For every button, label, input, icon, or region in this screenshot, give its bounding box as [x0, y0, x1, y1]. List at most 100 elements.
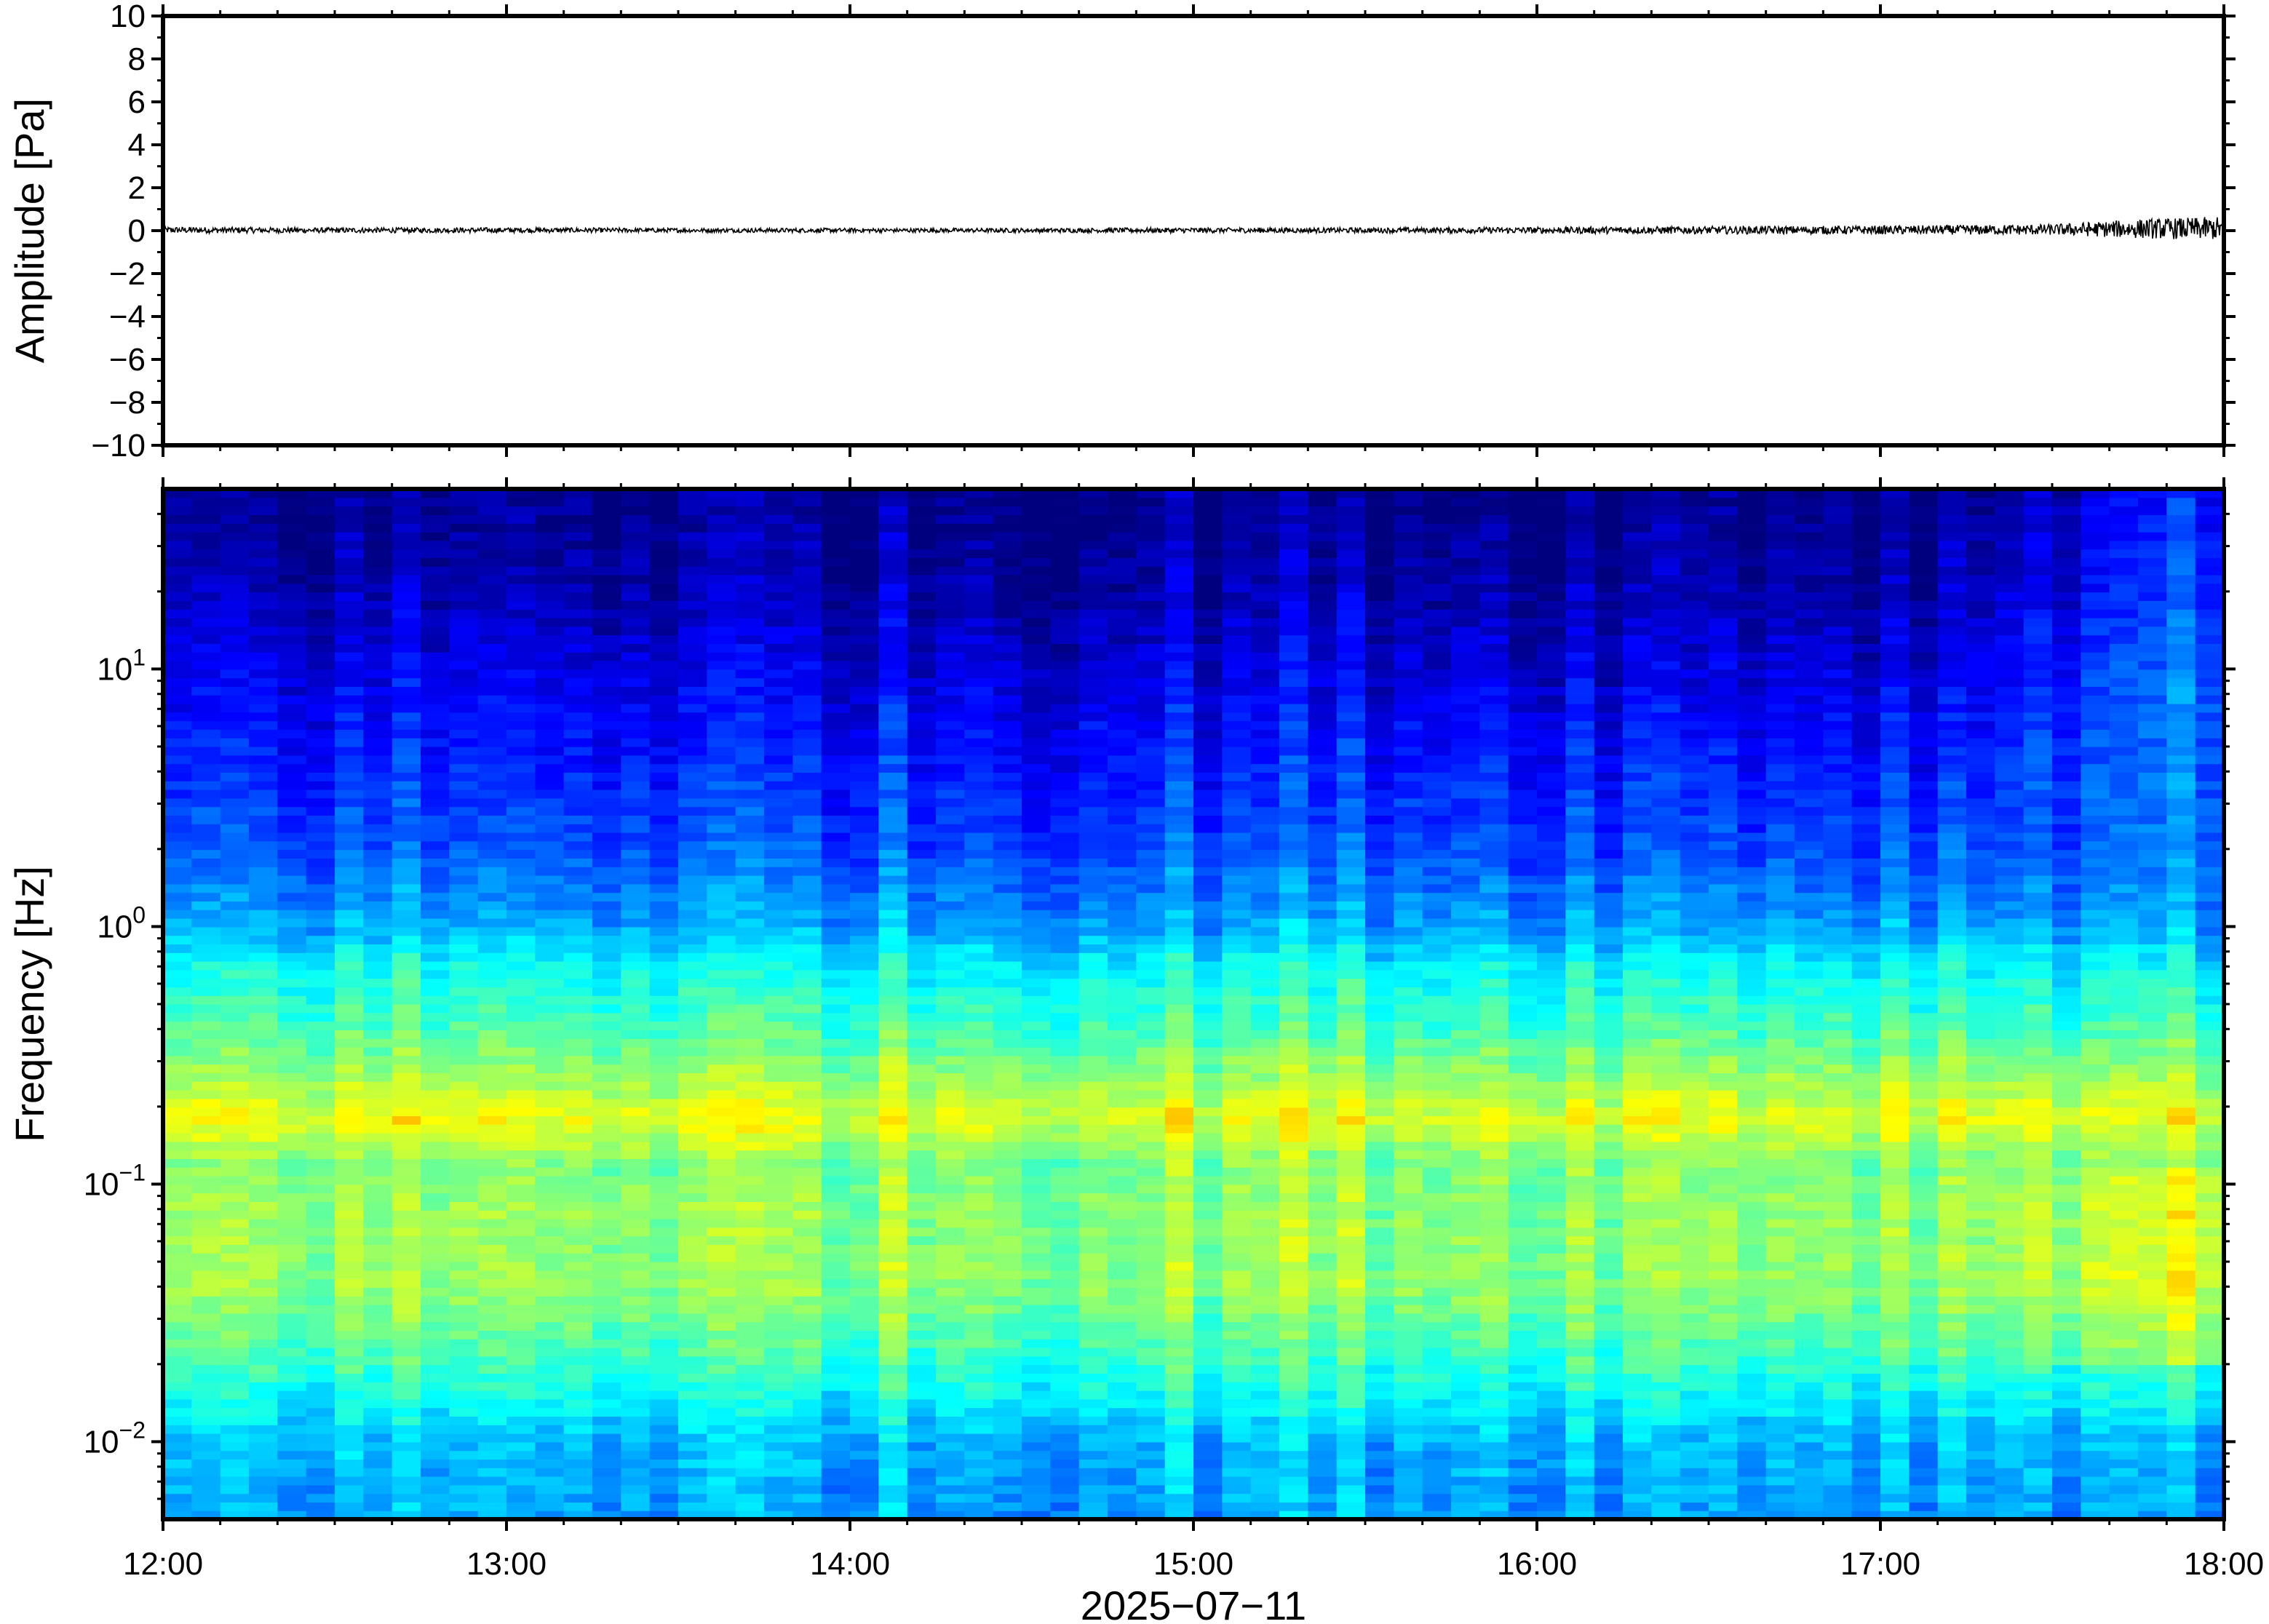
- spectrogram-cell: [1164, 1390, 1194, 1400]
- spectrogram-cell: [850, 1141, 879, 1151]
- spectrogram-cell: [1078, 677, 1108, 687]
- spectrogram-cell: [964, 1484, 994, 1494]
- spectrogram-cell: [249, 1407, 278, 1417]
- spectrogram-cell: [735, 1382, 765, 1391]
- spectrogram-cell: [191, 1459, 221, 1468]
- spectrogram-cell: [1164, 1030, 1194, 1039]
- spectrogram-cell: [907, 1441, 937, 1452]
- spectrogram-cell: [306, 1004, 335, 1014]
- spectrogram-cell: [764, 1339, 793, 1348]
- spectrogram-cell: [535, 523, 565, 533]
- spectrogram-cell: [1108, 1115, 1137, 1125]
- spectrogram-cell: [1250, 1176, 1280, 1185]
- spectrogram-cell: [1022, 1356, 1051, 1366]
- spectrogram-cell: [993, 583, 1022, 593]
- spectrogram-cell: [1308, 1176, 1338, 1185]
- spectrogram-cell: [1279, 566, 1308, 576]
- spectrogram-cell: [764, 1219, 793, 1228]
- spectrogram-cell: [936, 618, 965, 627]
- spectrogram-cell: [1108, 1064, 1137, 1073]
- spectrogram-cell: [277, 995, 307, 1005]
- spectrogram-cell: [1308, 1339, 1338, 1348]
- spectrogram-cell: [249, 918, 278, 928]
- spectrogram-cell: [707, 969, 736, 979]
- spectrogram-cell: [1193, 901, 1223, 910]
- spectrogram-cell: [678, 704, 707, 713]
- spectrogram-cell: [277, 832, 307, 842]
- spectrogram-cell: [249, 506, 278, 515]
- spectrogram-cell: [1078, 514, 1108, 524]
- spectrogram-cell: [421, 540, 450, 550]
- spectrogram-cell: [1193, 1330, 1223, 1340]
- spectrogram-cell: [792, 652, 822, 661]
- spectrogram-cell: [707, 849, 736, 859]
- spectrogram-cell: [1164, 755, 1194, 765]
- spectrogram-cell: [421, 797, 450, 808]
- spectrogram-cell: [1250, 892, 1280, 901]
- spectrogram-cell: [1108, 961, 1137, 971]
- spectrogram-cell: [764, 1459, 793, 1468]
- spectrogram-cell: [421, 1459, 450, 1468]
- spectrogram-cell: [563, 1158, 593, 1168]
- spectrogram-cell: [821, 1433, 851, 1443]
- spectrogram-cell: [649, 643, 679, 653]
- spectrogram-cell: [592, 1030, 621, 1039]
- spectrogram-cell: [678, 1244, 707, 1254]
- spectrogram-cell: [993, 506, 1022, 515]
- spectrogram-cell: [392, 1072, 421, 1082]
- spectrogram-cell: [707, 1098, 736, 1108]
- spectrogram-cell: [335, 832, 364, 842]
- spectrogram-cell: [449, 1313, 479, 1323]
- spectrogram-cell: [249, 1468, 278, 1477]
- spectrogram-cell: [1022, 892, 1051, 901]
- spectrogram-cell: [993, 1021, 1022, 1030]
- spectrogram-cell: [363, 1244, 393, 1254]
- spectrogram-cell: [563, 1382, 593, 1391]
- spectrogram-cell: [363, 1270, 393, 1280]
- spectrogram-cell: [1078, 557, 1108, 567]
- spectrogram-cell: [1164, 1459, 1194, 1468]
- spectrogram-cell: [878, 1398, 908, 1409]
- spectrogram-cell: [993, 1004, 1022, 1014]
- spectrogram-cell: [1050, 849, 1080, 859]
- spectrogram-cell: [363, 747, 393, 756]
- spectrogram-cell: [306, 1441, 335, 1452]
- spectrogram-cell: [563, 1227, 593, 1237]
- spectrogram-cell: [678, 1356, 707, 1366]
- spectrogram-cell: [1050, 1219, 1080, 1228]
- spectrogram-cell: [1050, 669, 1080, 679]
- spectrogram-cell: [907, 686, 937, 696]
- spectrogram-cell: [277, 1330, 307, 1340]
- spectrogram-cell: [306, 883, 335, 893]
- spectrogram-cell: [1022, 652, 1051, 661]
- spectrogram-cell: [993, 909, 1022, 919]
- spectrogram-cell: [335, 1433, 364, 1443]
- spectrogram-cell: [306, 961, 335, 971]
- spectrogram-cell: [1250, 661, 1280, 670]
- spectrogram-cell: [421, 738, 450, 747]
- spectrogram-cell: [392, 1150, 421, 1159]
- spectrogram-cell: [1222, 969, 1252, 979]
- spectrogram-cell: [363, 643, 393, 653]
- spectrogram-cell: [821, 1107, 851, 1116]
- spectrogram-cell: [621, 935, 651, 944]
- spectrogram-cell: [477, 1064, 507, 1073]
- spectrogram-cell: [649, 1510, 679, 1519]
- spectrogram-cell: [1279, 1502, 1308, 1511]
- spectrogram-cell: [1050, 1382, 1080, 1391]
- spectrogram-cell: [1078, 729, 1108, 739]
- spectrogram-cell: [1250, 1321, 1280, 1331]
- spectrogram-cell: [1136, 1004, 1166, 1014]
- spectrogram-cell: [1050, 557, 1080, 567]
- spectrogram-cell: [163, 489, 192, 498]
- spectrogram-cell: [1050, 592, 1080, 601]
- spectrogram-cell: [1136, 1184, 1166, 1194]
- spectrogram-cell: [249, 1133, 278, 1142]
- spectrogram-cell: [850, 1321, 879, 1331]
- spectrogram-cell: [1022, 514, 1051, 524]
- spectrogram-cell: [821, 1459, 851, 1468]
- spectrogram-cell: [850, 532, 879, 541]
- spectrogram-cell: [821, 1321, 851, 1331]
- spectrogram-cell: [707, 987, 736, 996]
- spectrogram-cell: [1136, 1484, 1166, 1494]
